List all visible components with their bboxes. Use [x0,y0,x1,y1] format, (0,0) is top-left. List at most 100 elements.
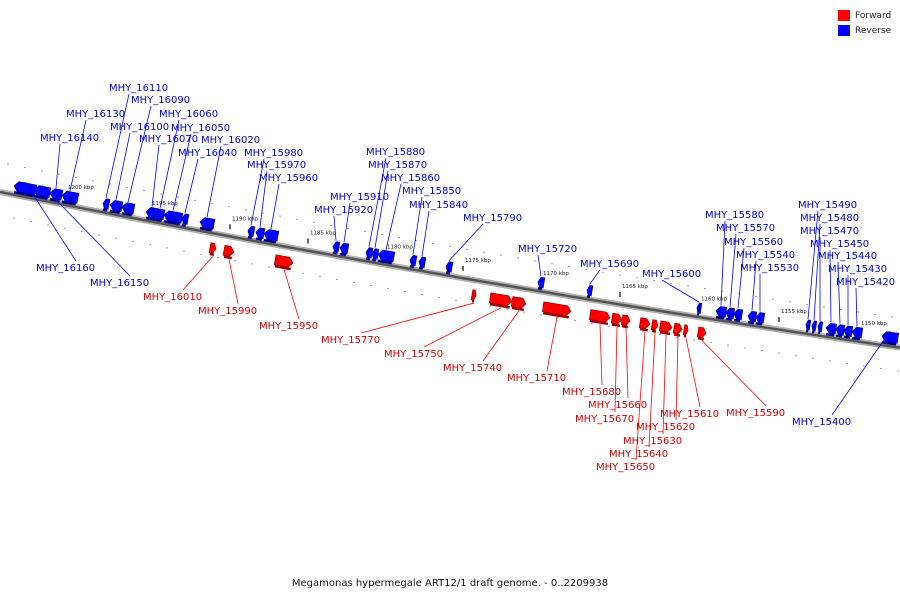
gene-leader-line [69,119,87,191]
gene-shadow [199,226,212,232]
gene-label: MHY_15670 [575,414,634,425]
gene-shadow [511,306,525,312]
gene-arrow [672,322,683,337]
gene-label: MHY_15610 [660,409,719,420]
gene-label: MHY_15690 [580,259,639,270]
gene-shadow [835,334,843,338]
gene-leader-line [412,196,423,255]
gene-body [208,242,217,254]
gene-arrow [470,289,477,303]
gene-shadow [659,331,671,336]
gene-body [811,320,818,332]
gene-body [650,319,659,331]
gene-label: MHY_16040 [178,148,237,159]
gene-body [273,254,294,268]
gene-arrow [377,249,396,265]
gene-label: MHY_15540 [736,250,795,261]
gene-leader-line [250,158,265,226]
gene-arrow [163,210,184,226]
gene-shadow [223,255,233,260]
gene-arrow [145,206,160,222]
gene-shadow [805,329,809,333]
gene-body [588,309,611,323]
gene-leader-line [546,317,558,372]
gene-arrow [805,319,812,333]
gene-label: MHY_16110 [109,83,168,94]
gene-leader-line [343,202,351,243]
gene-arrow [445,261,454,275]
gene-arrow [715,306,728,320]
legend-forward: Forward [838,8,891,23]
gene-leader-line [206,145,222,218]
axis-tick-label: 1200 kbp [68,185,94,191]
axis-tick-label: 1180 kbp [387,244,413,250]
label-layer: MHY_16160 MHY_16150 MHY_16140 MHY_16130 MHY_… [24,83,895,473]
gene-label: MHY_15570 [716,223,775,234]
gene-arrow [273,254,294,271]
axis-tick-label: 1160 kbp [701,297,727,303]
gene-shadow [13,190,34,198]
gene-leader-line [421,210,430,257]
gene-label: MHY_15590 [726,408,785,419]
gene-label: MHY_15660 [588,400,647,411]
axis-tick-label: 1165 kbp [622,284,648,290]
gene-leader-line [675,336,679,421]
gene-shadow [651,329,657,333]
gene-body [537,276,546,289]
gene-body [620,314,631,326]
gene-body [638,317,651,330]
gene-arrow [650,319,659,333]
gene-arrow [725,307,736,321]
gene-label: MHY_15450 [810,239,869,250]
gene-leader-line [837,261,841,324]
gene-body [339,242,350,255]
gene-shadow [209,252,215,256]
gene-body [817,321,824,333]
gene-label: MHY_16070 [139,134,198,145]
gene-leader-line [374,170,389,248]
gene-arrow [811,320,818,334]
gene-leader-line [482,310,520,362]
legend-reverse: Reverse [838,23,891,38]
gene-body [586,285,594,297]
axis-tick-label: 1155 kbp [781,309,807,315]
gene-shadow [339,252,347,257]
gene-body [409,255,418,267]
gene-label: MHY_15530 [740,263,799,274]
gene-label: MHY_15630 [623,436,682,447]
gene-label: MHY_16100 [110,122,169,133]
axis-tick-label: 1190 kbp [232,216,258,222]
gene-arrow [181,213,190,227]
gene-label: MHY_16050 [171,123,230,134]
gene-arrow [49,188,64,203]
gene-shadow [715,315,725,320]
gene-leader-line [55,143,61,189]
gene-shadow [418,266,424,270]
gene-leader-line [127,105,152,203]
gene-arrow [658,320,673,336]
gene-shadow [589,319,609,326]
gene-label: MHY_16010 [143,292,202,303]
gene-label: MHY_15650 [596,462,655,473]
gene-shadow [621,324,629,329]
legend-forward-label: Forward [855,10,892,21]
gene-shadow [377,259,393,265]
gene-body [510,296,527,309]
gene-arrow [610,312,623,328]
gene-leader-line [159,119,180,209]
axis-tick-label: 1150 kbp [861,321,887,327]
gene-label: MHY_15920 [314,205,373,216]
gene-arrow [817,321,824,335]
gene-arrow [339,242,350,257]
gene-shadow [409,265,415,269]
gene-leader-line [855,287,858,327]
gene-shadow [247,235,253,240]
gene-shadow [697,337,705,341]
gene-shadow [181,223,187,227]
gene-label: MHY_15910 [330,192,389,203]
gene-leader-line [813,223,821,320]
gene-arrow [541,301,572,319]
gene-body [672,322,683,335]
gene-leader-line [448,223,484,262]
